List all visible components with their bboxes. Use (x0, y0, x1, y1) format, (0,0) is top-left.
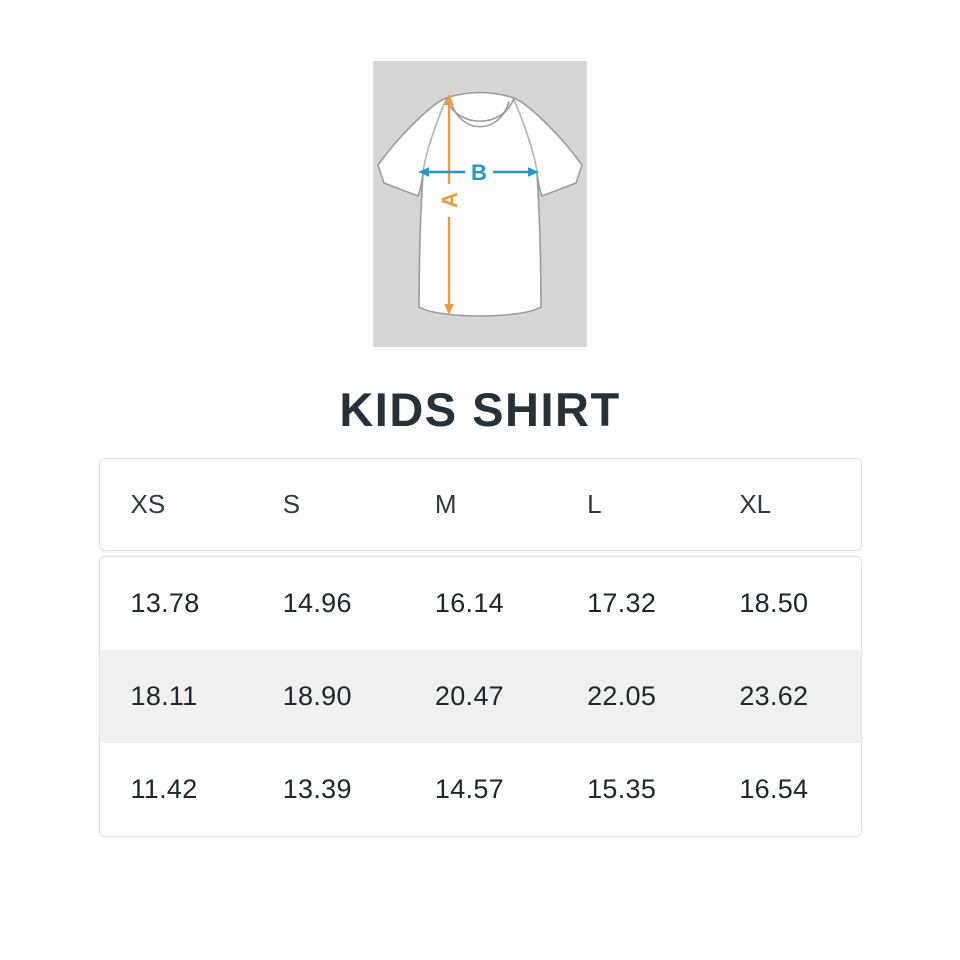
measurement-cell: 14.96 (282, 588, 352, 618)
size-table: XS S M L XL 13.78 14.96 16.14 17.32 18.50 18.11 18… (98, 458, 862, 837)
size-header-l: L (587, 489, 602, 519)
size-header-xl: XL (739, 489, 772, 519)
size-header-xs: XS (130, 489, 166, 519)
measurement-arrow-a-heads (444, 94, 454, 315)
measurement-cell: 18.11 (130, 681, 198, 711)
measurement-cell: 13.78 (130, 588, 200, 618)
measurement-row: 11.42 13.39 14.57 15.35 16.54 (100, 743, 861, 836)
measurement-cell: 15.35 (587, 774, 657, 804)
page-title: KIDS SHIRT (339, 383, 621, 436)
measurement-label-a: A (437, 192, 462, 208)
measurement-cell: 13.39 (282, 774, 352, 804)
measurement-cell: 17.32 (587, 588, 657, 618)
measurement-cell: 16.14 (434, 588, 504, 618)
measurement-row: 18.11 18.90 20.47 22.05 23.62 (99, 650, 861, 743)
measurement-cell: 18.50 (739, 588, 809, 618)
measurement-cell: 18.90 (282, 681, 352, 711)
measurement-arrow-b-heads (418, 167, 539, 177)
size-header-m: M (434, 489, 457, 519)
measurement-cell: 11.42 (130, 774, 198, 804)
measurement-cell: 20.47 (434, 681, 504, 711)
measurement-cell: 14.57 (434, 774, 504, 804)
size-header-s: S (282, 489, 301, 519)
measurement-label-b: B (471, 160, 487, 185)
measurement-cell: 23.62 (739, 681, 809, 711)
tshirt-outline-icon (377, 91, 583, 317)
measurement-row: 13.78 14.96 16.14 17.32 18.50 (100, 557, 861, 650)
measurement-cell: 22.05 (587, 681, 657, 711)
tshirt-diagram: A B (373, 61, 587, 347)
measurement-cell: 16.54 (739, 774, 809, 804)
size-table-body: 13.78 14.96 16.14 17.32 18.50 18.11 18.90 20.47… (98, 556, 862, 837)
size-table-header-row: XS S M L XL (98, 458, 862, 551)
